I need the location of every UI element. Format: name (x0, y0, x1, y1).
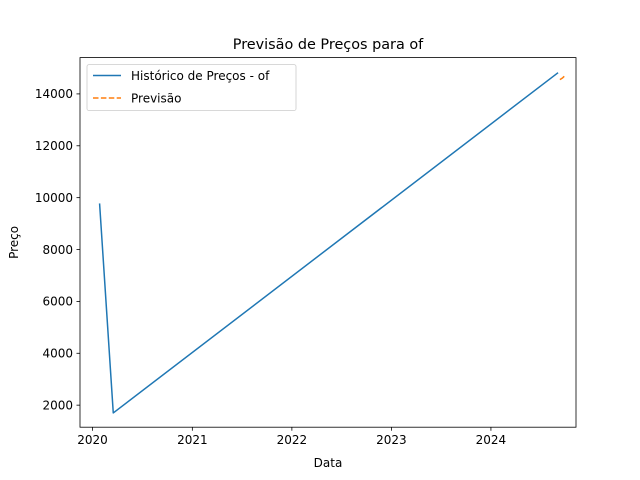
y-tick-label-4: 10000 (35, 191, 73, 205)
y-tick-label-2: 6000 (42, 295, 73, 309)
x-tick-label-1: 2021 (177, 433, 208, 447)
chart-title: Previsão de Preços para of (233, 37, 424, 53)
y-tick-label-5: 12000 (35, 139, 73, 153)
x-axis-ticks: 2020 2021 2022 2023 2024 (77, 427, 506, 447)
legend: Histórico de Preços - of Previsão (86, 64, 297, 111)
x-tick-label-2: 2022 (277, 433, 308, 447)
y-tick-label-6: 14000 (35, 87, 73, 101)
series-layer (98, 72, 566, 414)
legend-box (86, 64, 297, 111)
y-tick-label-1: 4000 (42, 347, 73, 361)
x-tick-label-4: 2024 (476, 433, 507, 447)
plot-frame (79, 57, 577, 428)
y-tick-label-3: 8000 (42, 243, 73, 257)
legend-label-historico: Histórico de Preços - of (131, 69, 270, 83)
x-axis-label: Data (314, 456, 343, 470)
x-tick-label-3: 2023 (376, 433, 407, 447)
x-tick-label-0: 2020 (77, 433, 108, 447)
y-axis-label: Preço (7, 226, 21, 259)
legend-label-previsao: Previsão (131, 92, 181, 106)
series-line-1 (559, 74, 566, 81)
y-tick-label-0: 2000 (42, 398, 73, 412)
plot-area (80, 57, 576, 428)
y-axis-ticks: 2000 4000 6000 8000 10000 12000 14000 (35, 87, 80, 412)
series-line-0 (98, 72, 559, 414)
